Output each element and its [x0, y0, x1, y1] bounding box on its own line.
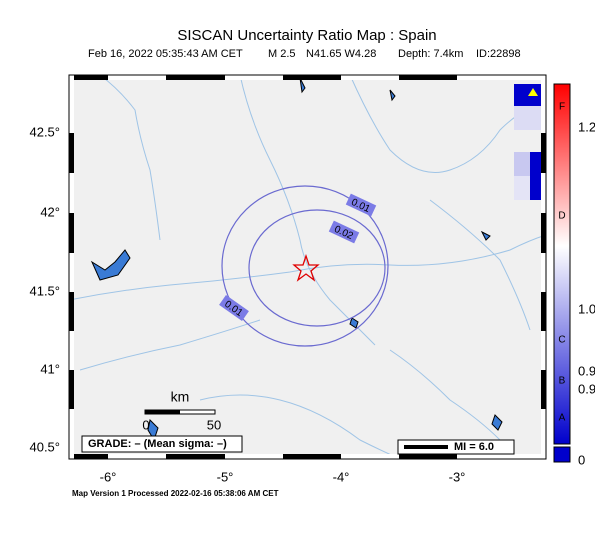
border-segment	[541, 75, 546, 133]
cell	[530, 152, 541, 200]
mi-legend: MI = 6.0	[454, 441, 494, 453]
grid-cells	[514, 84, 541, 200]
cell	[514, 106, 541, 130]
border-segment	[69, 75, 74, 133]
lat-label: 42°	[40, 204, 60, 219]
colorbar-label: 1.0	[578, 301, 595, 316]
epicenter	[292, 253, 320, 282]
colorbar-label: D	[558, 211, 565, 222]
contours	[221, 185, 389, 347]
border-segment	[69, 454, 108, 459]
grade: GRADE: – (Mean sigma: –)	[88, 438, 227, 450]
border-segment	[399, 454, 457, 459]
lat-label: 42.5°	[29, 124, 60, 139]
border-outline	[68, 74, 547, 460]
rivers	[68, 74, 547, 460]
border-segment	[69, 409, 74, 459]
lon-labels: -6° -5° -4° -3°	[100, 469, 466, 484]
border-segment	[283, 454, 341, 459]
scale-unit: km	[171, 389, 190, 405]
border-segment	[166, 454, 225, 459]
border-segment	[108, 454, 166, 459]
contour-inner	[248, 209, 386, 327]
grade-box	[81, 435, 243, 453]
border-segment	[541, 331, 546, 370]
colorbar-label: 0.9	[578, 363, 595, 378]
colorbar-label: C	[558, 335, 565, 346]
border-segment	[69, 370, 74, 409]
border-segment	[69, 253, 74, 292]
border-segment	[457, 454, 546, 459]
border-segment	[541, 213, 546, 253]
border-segment	[225, 454, 283, 459]
depth: Depth: 7.4km	[398, 48, 463, 60]
label-box	[345, 193, 377, 217]
footer: Map Version 1 Processed 2022-02-16 05:38…	[72, 489, 279, 498]
magnitude: M 2.5	[268, 48, 296, 60]
title: SISCAN Uncertainty Ratio Map : Spain	[177, 27, 436, 44]
scale-end: 50	[207, 417, 221, 432]
event-id: ID:22898	[476, 48, 521, 60]
colorbar-label: 0.9	[578, 381, 595, 396]
colorbar-label: 1.2	[578, 119, 595, 134]
border-segment	[541, 409, 546, 459]
border-segment	[283, 75, 341, 80]
map-border	[68, 74, 547, 460]
border-segment	[225, 75, 283, 80]
colorbar-label: A	[559, 413, 566, 424]
border-segment	[69, 133, 74, 173]
lon-label: -5°	[217, 469, 234, 484]
date: Feb 16, 2022 05:35:43 AM CET	[88, 48, 243, 60]
colorbar-label: B	[559, 376, 566, 387]
border-segment	[69, 173, 74, 213]
colorbar-label: 0	[578, 452, 585, 467]
border-segment	[541, 370, 546, 409]
mi-legend-box	[397, 439, 515, 455]
lon-label: -4°	[333, 469, 350, 484]
border-segment	[341, 75, 399, 80]
colorbar-ramp	[553, 83, 571, 445]
scale-fill	[145, 410, 180, 414]
label-box	[328, 220, 360, 244]
border-segment	[69, 292, 74, 331]
border-segment	[166, 75, 225, 80]
location: N41.65 W4.28	[306, 48, 376, 60]
contour-outer	[221, 185, 389, 347]
colorbar: 1.2 F D 1.0 C 0.9 B 0.9 A 0	[553, 83, 595, 467]
border-segment	[541, 292, 546, 331]
cell	[514, 176, 530, 200]
cell	[514, 152, 530, 176]
colorbar-min	[553, 446, 571, 463]
lat-labels: 42.5° 42° 41.5° 41° 40.5°	[29, 124, 60, 454]
border-segment	[541, 133, 546, 173]
subtitle: Feb 16, 2022 05:35:43 AM CET M 2.5 N41.6…	[88, 48, 521, 60]
station	[528, 88, 538, 96]
scale-bar: km 0 50	[142, 389, 221, 433]
border-segment	[108, 75, 166, 80]
lat-label: 41.5°	[29, 283, 60, 298]
border-segment	[541, 253, 546, 292]
map-area	[68, 74, 547, 460]
border-segment	[341, 454, 399, 459]
lon-label: -3°	[449, 469, 466, 484]
colorbar-label: F	[559, 102, 565, 113]
border-segment	[399, 75, 457, 80]
border-segment	[69, 213, 74, 253]
border-segment	[541, 173, 546, 213]
lon-label: -6°	[100, 469, 117, 484]
lat-label: 41°	[40, 361, 60, 376]
label-box	[219, 295, 249, 321]
scale-start: 0	[142, 417, 149, 432]
lakes	[90, 77, 503, 442]
border-segment	[69, 331, 74, 370]
cell	[514, 84, 541, 106]
border-segment	[69, 75, 108, 80]
lat-label: 40.5°	[29, 439, 60, 454]
border-segment	[457, 75, 546, 80]
